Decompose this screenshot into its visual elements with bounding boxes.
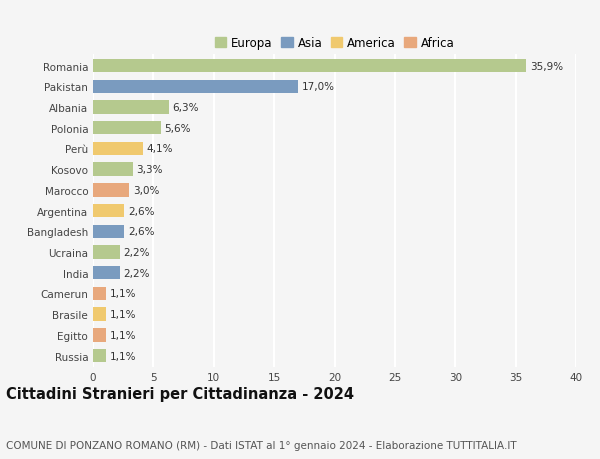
Text: 2,6%: 2,6% (128, 206, 155, 216)
Text: 2,2%: 2,2% (123, 247, 149, 257)
Bar (93, 287, 106, 301)
Text: 4,1%: 4,1% (146, 144, 173, 154)
Text: 2,6%: 2,6% (128, 227, 155, 237)
Text: 35,9%: 35,9% (530, 62, 563, 72)
Text: COMUNE DI PONZANO ROMANO (RM) - Dati ISTAT al 1° gennaio 2024 - Elaborazione TUT: COMUNE DI PONZANO ROMANO (RM) - Dati IST… (6, 440, 517, 450)
Text: 1,1%: 1,1% (110, 289, 136, 299)
Bar (93, 308, 106, 321)
Text: 17,0%: 17,0% (302, 82, 335, 92)
Text: 6,3%: 6,3% (173, 103, 199, 113)
Bar (93, 101, 169, 114)
Bar (93, 80, 298, 94)
Bar (93, 266, 119, 280)
Bar (93, 142, 143, 156)
Text: Cittadini Stranieri per Cittadinanza - 2024: Cittadini Stranieri per Cittadinanza - 2… (6, 386, 354, 402)
Bar (93, 122, 161, 135)
Bar (93, 349, 106, 363)
Text: 5,6%: 5,6% (164, 123, 191, 134)
Bar (93, 246, 119, 259)
Bar (93, 60, 526, 73)
Text: 2,2%: 2,2% (123, 268, 149, 278)
Bar (93, 225, 124, 239)
Bar (93, 329, 106, 342)
Text: 1,1%: 1,1% (110, 330, 136, 340)
Bar (93, 184, 129, 197)
Text: 3,3%: 3,3% (136, 165, 163, 175)
Bar (93, 163, 133, 177)
Text: 3,0%: 3,0% (133, 185, 159, 196)
Legend: Europa, Asia, America, Africa: Europa, Asia, America, Africa (212, 34, 457, 52)
Text: 1,1%: 1,1% (110, 351, 136, 361)
Text: 1,1%: 1,1% (110, 309, 136, 319)
Bar (93, 204, 124, 218)
